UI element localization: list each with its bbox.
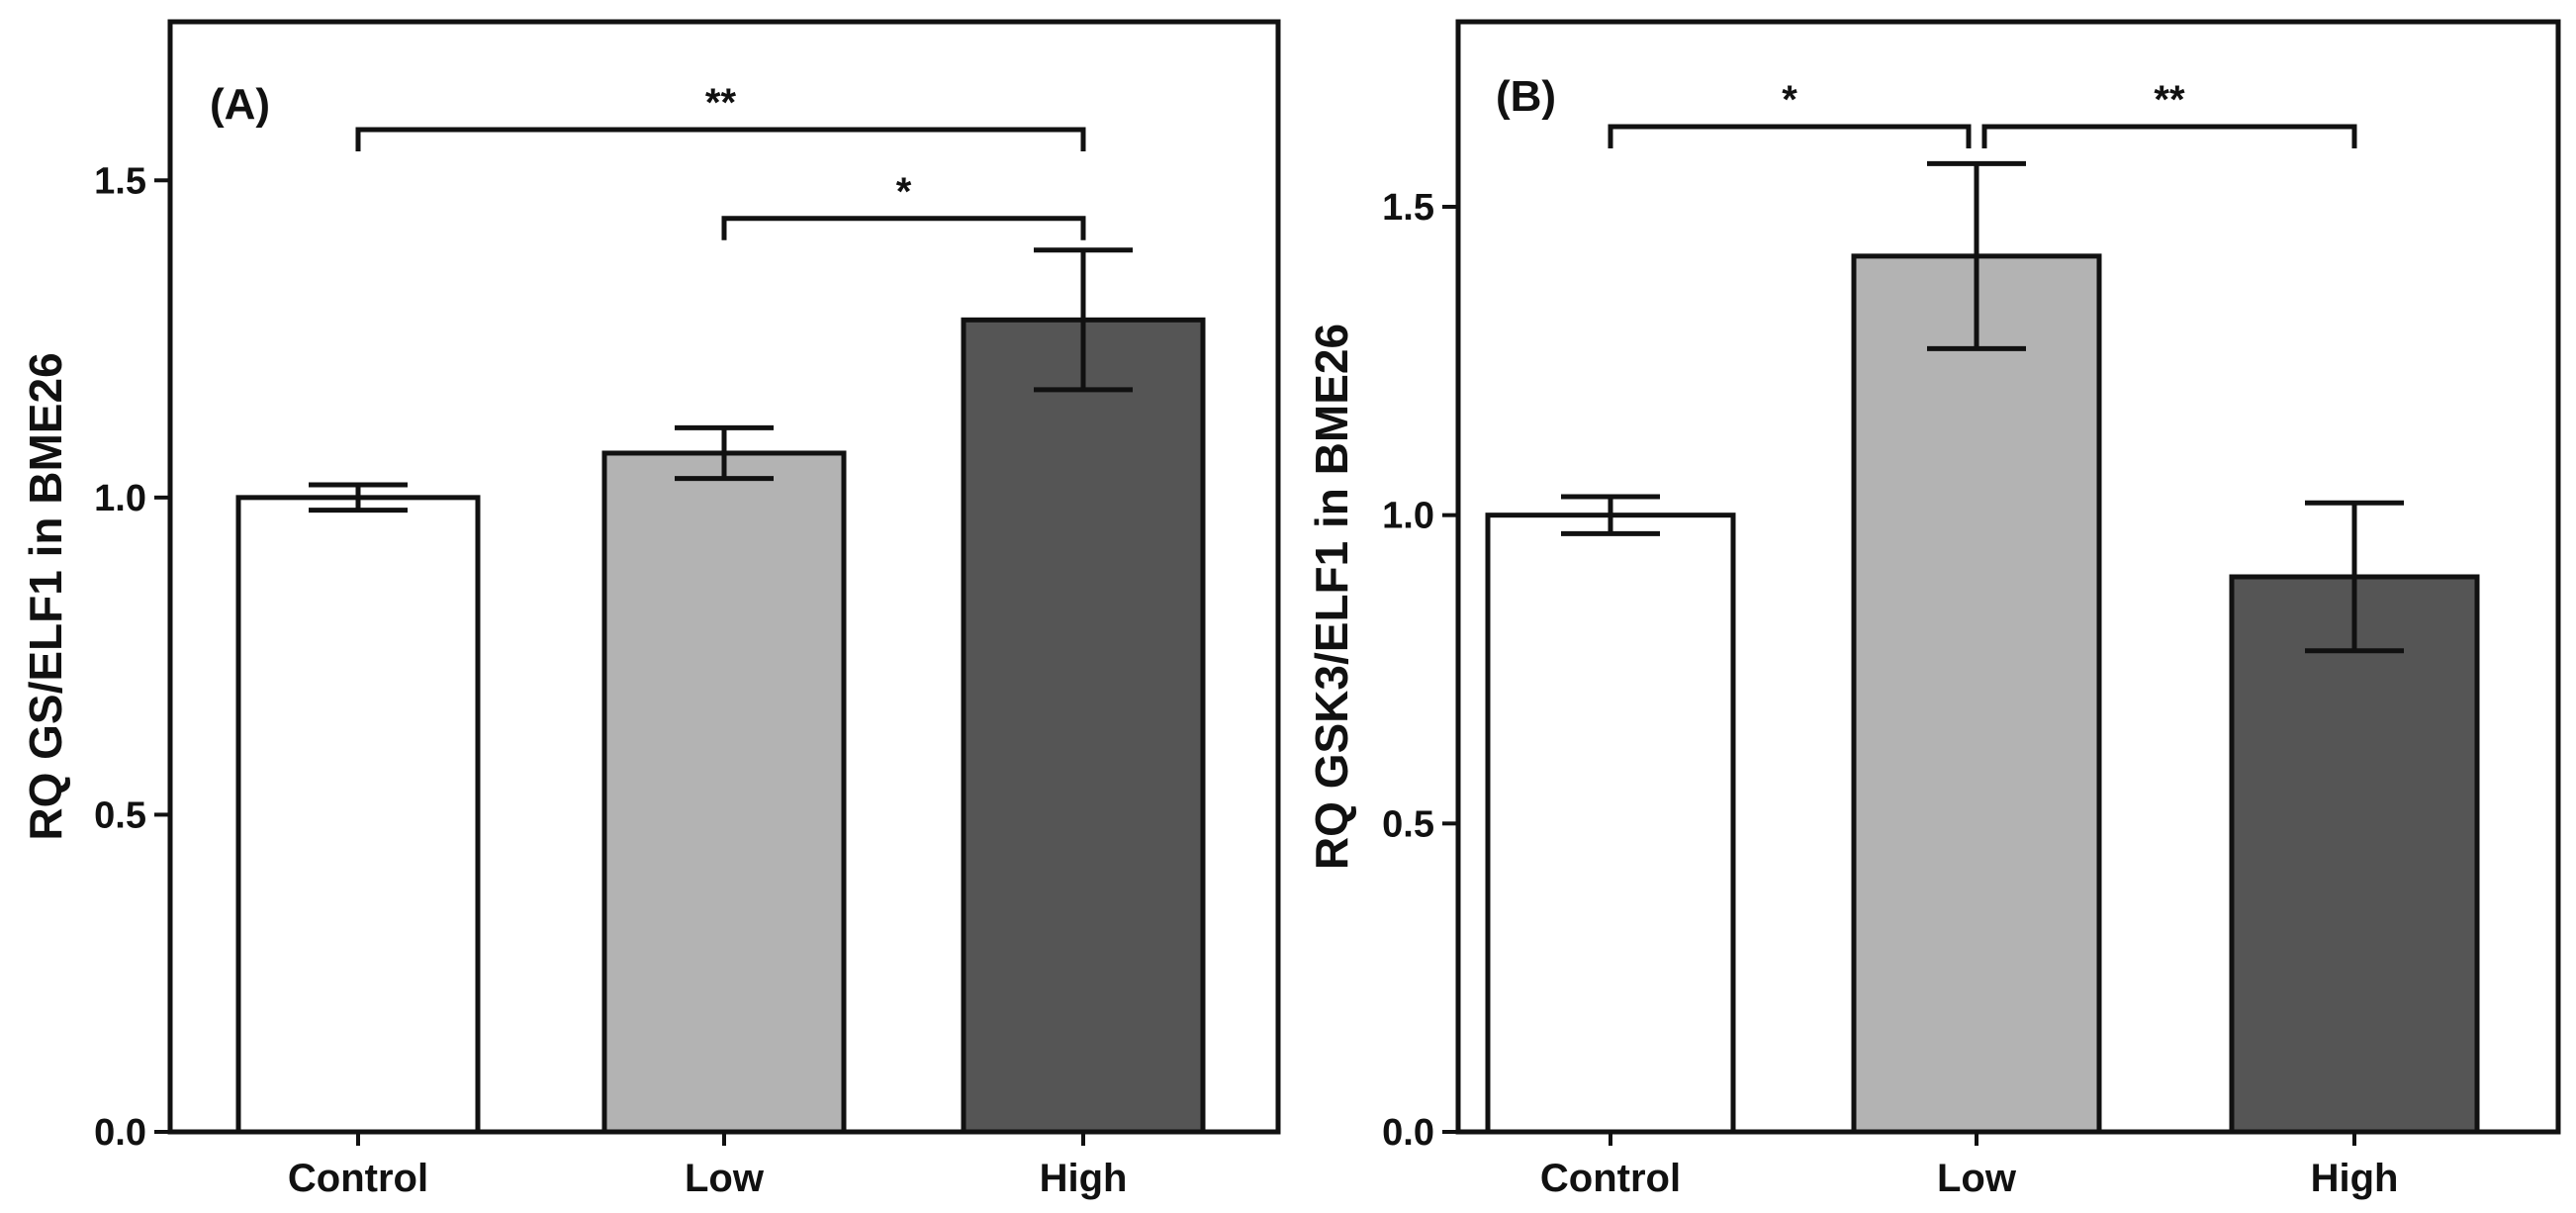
significance-bracket (1981, 124, 2357, 148)
significance-label: ** (2154, 78, 2185, 122)
y-tick-label: 1.0 (1382, 496, 1434, 537)
x-tick-label-control: Control (288, 1157, 428, 1200)
bar-high (2229, 574, 2480, 1135)
panel-b-label: (B) (1496, 72, 1556, 121)
panel-a-y-axis-title: RQ GS/ELF1 in BME26 (20, 352, 71, 840)
x-tick-label-low: Low (685, 1157, 765, 1200)
bar-high (961, 317, 1206, 1135)
panel-a-label: (A) (210, 80, 270, 129)
bar-control (235, 495, 481, 1135)
y-tick-label: 0.0 (1382, 1112, 1434, 1154)
panel-a: (A) RQ GS/ELF1 in BME26 0.0 0.5 1.0 1.5 Cont… (20, 19, 1281, 1200)
y-tick-label: 1.0 (94, 478, 146, 519)
significance-label: * (896, 170, 912, 214)
y-tick-label: 1.5 (94, 160, 146, 202)
bar-low (601, 450, 847, 1135)
y-tick-label: 1.5 (1382, 187, 1434, 229)
y-tick-label: 0.5 (1382, 803, 1434, 845)
x-tick-label-high: High (2311, 1157, 2399, 1200)
y-tick-label: 0.0 (94, 1112, 146, 1154)
significance-bracket (1608, 124, 1972, 148)
panel-b: (B) RQ GSK3/ELF1 in BME26 0.0 0.5 1.0 1.5 Co… (1306, 19, 2561, 1200)
significance-bracket (355, 127, 1086, 151)
significance-label: ** (705, 81, 737, 125)
panel-b-y-axis-title: RQ GSK3/ELF1 in BME26 (1306, 324, 1357, 870)
x-tick-label-low: Low (1937, 1157, 2017, 1200)
significance-bracket (721, 216, 1086, 240)
significance-label: * (1782, 78, 1797, 122)
x-tick-label-high: High (1040, 1157, 1128, 1200)
bar-low (1851, 253, 2102, 1135)
y-tick-label: 0.5 (94, 794, 146, 836)
x-tick-label-control: Control (1540, 1157, 1681, 1200)
bar-control (1485, 513, 1736, 1135)
